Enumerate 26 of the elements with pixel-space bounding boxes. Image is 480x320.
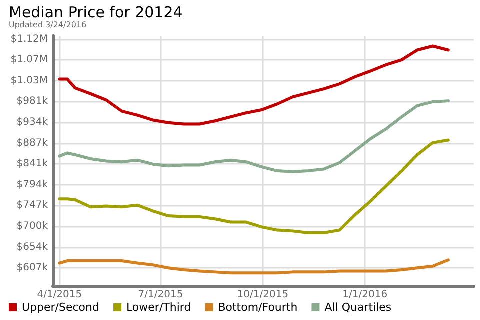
chart-subtitle: Updated 3/24/2016 bbox=[9, 20, 87, 30]
legend-label: Lower/Third bbox=[126, 301, 192, 314]
line-series bbox=[58, 44, 450, 126]
legend-label: All Quartiles bbox=[324, 301, 392, 314]
chart-title: Median Price for 20124 bbox=[9, 4, 183, 22]
x-tick-label: 7/1/2015 bbox=[138, 290, 184, 300]
y-tick-label: $1.07M bbox=[10, 54, 48, 66]
x-tick-label: 10/1/2015 bbox=[237, 290, 289, 300]
y-tick-label: $1.03M bbox=[10, 75, 48, 86]
y-tick-label: $934k bbox=[16, 116, 48, 128]
legend-label: Bottom/Fourth bbox=[218, 301, 298, 314]
y-tick-label: $981k bbox=[16, 96, 48, 108]
line-series bbox=[58, 138, 450, 234]
y-tick-label: $794k bbox=[16, 179, 48, 190]
y-tick-label: $1.12M bbox=[10, 34, 48, 45]
y-tick-label: $607k bbox=[16, 262, 48, 274]
x-tick-label: 1/1/2016 bbox=[342, 290, 388, 300]
y-tick-label: $747k bbox=[16, 200, 48, 212]
y-tick-label: $654k bbox=[16, 242, 48, 253]
legend-label: Upper/Second bbox=[22, 301, 100, 314]
line-series bbox=[58, 100, 450, 174]
y-tick-label: $841k bbox=[16, 158, 48, 170]
y-tick-label: $700k bbox=[16, 221, 48, 232]
x-tick-label: 4/1/2015 bbox=[37, 290, 82, 300]
line-series bbox=[58, 258, 450, 275]
y-tick-label: $887k bbox=[16, 138, 48, 149]
